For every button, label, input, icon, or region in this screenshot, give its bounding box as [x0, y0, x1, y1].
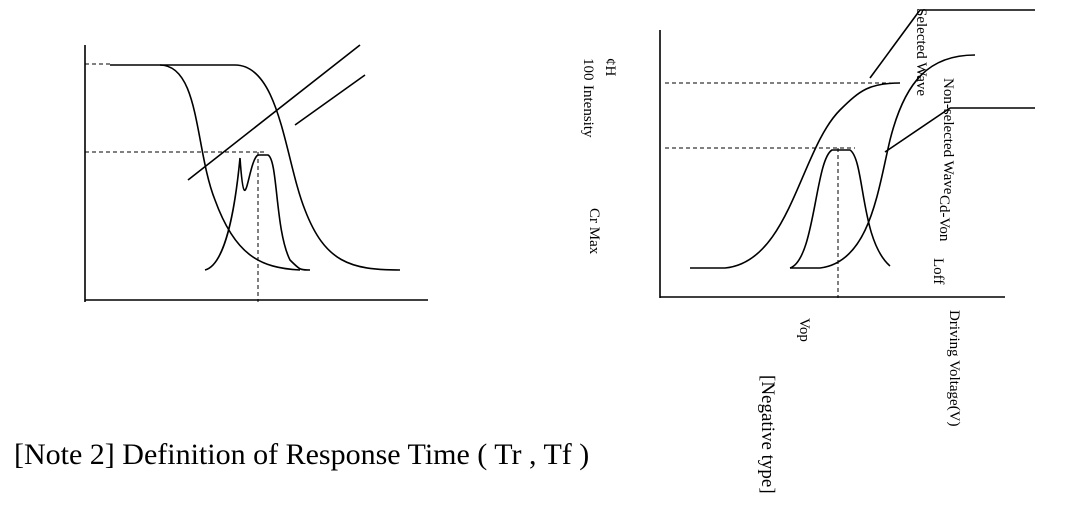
curve-non-selected	[160, 64, 401, 271]
label: Vop	[796, 318, 812, 342]
label: Loff	[930, 258, 946, 284]
arrow	[187, 44, 361, 181]
label: Cr Max	[586, 208, 602, 255]
arrow	[869, 9, 921, 79]
curve-contrast	[789, 149, 891, 269]
arrow	[884, 107, 951, 153]
curve-selected	[690, 82, 901, 269]
left-chart	[84, 44, 428, 302]
curve-non-selected	[790, 54, 976, 269]
arrow	[294, 74, 366, 126]
label: Driving Voltage(V)	[946, 310, 962, 427]
note: [Note 2] Definition of Response Time ( T…	[14, 438, 589, 471]
curve-selected	[110, 64, 301, 271]
label: 100	[580, 58, 596, 81]
curve-contrast	[204, 154, 311, 271]
label: Non-selected Wave	[940, 78, 956, 195]
right-chart: Selected Wave Non-selected Wave Cd-Von L…	[580, 8, 1035, 494]
label: [Negative type]	[757, 375, 778, 494]
label: Intensity	[580, 85, 596, 138]
label: Selected Wave	[913, 8, 929, 96]
label: Cd-Von	[936, 195, 952, 242]
label: ¢H	[602, 58, 618, 77]
